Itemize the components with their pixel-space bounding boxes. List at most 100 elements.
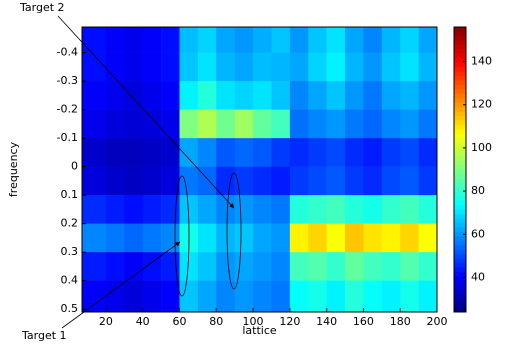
x-tick-label: 80 <box>209 315 223 328</box>
heat-cell <box>253 280 272 313</box>
heat-cell <box>381 109 401 139</box>
heat-cell <box>216 109 235 139</box>
colorbar-segment <box>454 298 466 304</box>
heat-cell <box>253 138 272 167</box>
heat-cell <box>124 138 143 167</box>
heat-cell <box>326 52 346 82</box>
heat-cell <box>381 195 401 224</box>
colorbar-segment <box>454 102 466 108</box>
colorbar-segment <box>454 276 466 282</box>
heat-cell <box>345 280 364 313</box>
colorbar-segment <box>454 142 466 148</box>
colorbar-segment <box>454 214 466 219</box>
colorbar-segment <box>454 44 466 50</box>
heat-cell <box>161 138 180 167</box>
colorbar-segment <box>454 196 466 202</box>
heat-cell <box>216 223 235 253</box>
colorbar-segment <box>454 58 466 64</box>
heat-cell <box>289 138 309 167</box>
heat-cell <box>345 81 364 110</box>
colorbar-segment <box>454 80 466 86</box>
heat-cell <box>124 195 143 224</box>
heat-cell <box>418 138 438 167</box>
heat-cell <box>363 109 383 139</box>
heat-cell <box>161 109 180 139</box>
heat-cell <box>363 223 383 253</box>
colorbar-segment <box>454 307 466 313</box>
colorbar-segment <box>454 67 466 73</box>
heat-cell <box>82 138 107 167</box>
x-tick-label: 60 <box>172 315 186 328</box>
heat-cell <box>197 166 217 196</box>
heat-cell <box>326 27 346 53</box>
colorbar-segment <box>454 71 466 77</box>
colorbar-segment <box>454 231 466 237</box>
heat-cell <box>216 195 235 224</box>
colorbar-segment <box>454 209 466 215</box>
colorbar-segment <box>454 133 466 139</box>
heat-cell <box>253 166 272 196</box>
colorbar-segment <box>454 75 466 81</box>
colorbar-segment <box>454 218 466 224</box>
heat-cell <box>289 195 309 224</box>
heat-cell <box>271 52 291 82</box>
colorbar-segment <box>454 35 466 41</box>
annotation: Target 2 <box>19 1 65 14</box>
colorbar-segment <box>454 249 466 255</box>
y-tick-label: 0 <box>71 160 78 173</box>
heat-cell <box>289 52 309 82</box>
heat-cell <box>179 109 199 139</box>
heat-cell <box>142 27 162 53</box>
heat-cell <box>142 109 162 139</box>
heat-cell <box>234 81 254 110</box>
colorbar-segment <box>454 182 466 188</box>
y-tick-label: -0.3 <box>57 74 78 87</box>
heat-cell <box>345 52 364 82</box>
heat-cell <box>271 109 291 139</box>
heat-cell <box>363 166 383 196</box>
heat-cell <box>197 223 217 253</box>
colorbar-segment <box>454 205 466 211</box>
colorbar-segment <box>454 303 466 309</box>
colorbar-segment <box>454 111 466 117</box>
heat-cell <box>363 252 383 281</box>
heat-cell <box>308 195 327 224</box>
heat-cell <box>381 138 401 167</box>
heat-cell <box>161 195 180 224</box>
heat-cell <box>142 252 162 281</box>
heat-cell <box>197 280 217 313</box>
annotation: Target 1 <box>21 329 67 342</box>
heat-cell <box>271 166 291 196</box>
colorbar-segment <box>454 138 466 144</box>
heat-cell <box>234 138 254 167</box>
y-tick-label: 0.2 <box>61 217 79 230</box>
colorbar-segment <box>454 245 466 251</box>
heat-cell <box>142 195 162 224</box>
heat-cell <box>161 223 180 253</box>
heat-cell <box>308 27 327 53</box>
y-tick-label: -0.4 <box>57 46 78 59</box>
target-ellipse <box>226 172 242 290</box>
heat-cell <box>418 195 438 224</box>
heat-cell <box>197 109 217 139</box>
heat-cell <box>253 223 272 253</box>
heat-cell <box>253 81 272 110</box>
heat-cell <box>105 109 125 139</box>
heat-cell <box>197 195 217 224</box>
heat-cell <box>82 195 107 224</box>
heat-cell <box>418 81 438 110</box>
heat-cell <box>289 109 309 139</box>
heat-cell <box>105 27 125 53</box>
heat-cell <box>289 223 309 253</box>
heat-cell <box>82 81 107 110</box>
heat-cell <box>216 81 235 110</box>
heat-cell <box>326 223 346 253</box>
heat-cell <box>216 138 235 167</box>
heat-cell <box>326 252 346 281</box>
heat-cell <box>105 223 125 253</box>
colorbar-segment <box>454 169 466 175</box>
heat-cell <box>381 223 401 253</box>
y-axis-label: frequency <box>7 141 20 197</box>
heat-cell <box>363 81 383 110</box>
heat-cell <box>197 252 217 281</box>
